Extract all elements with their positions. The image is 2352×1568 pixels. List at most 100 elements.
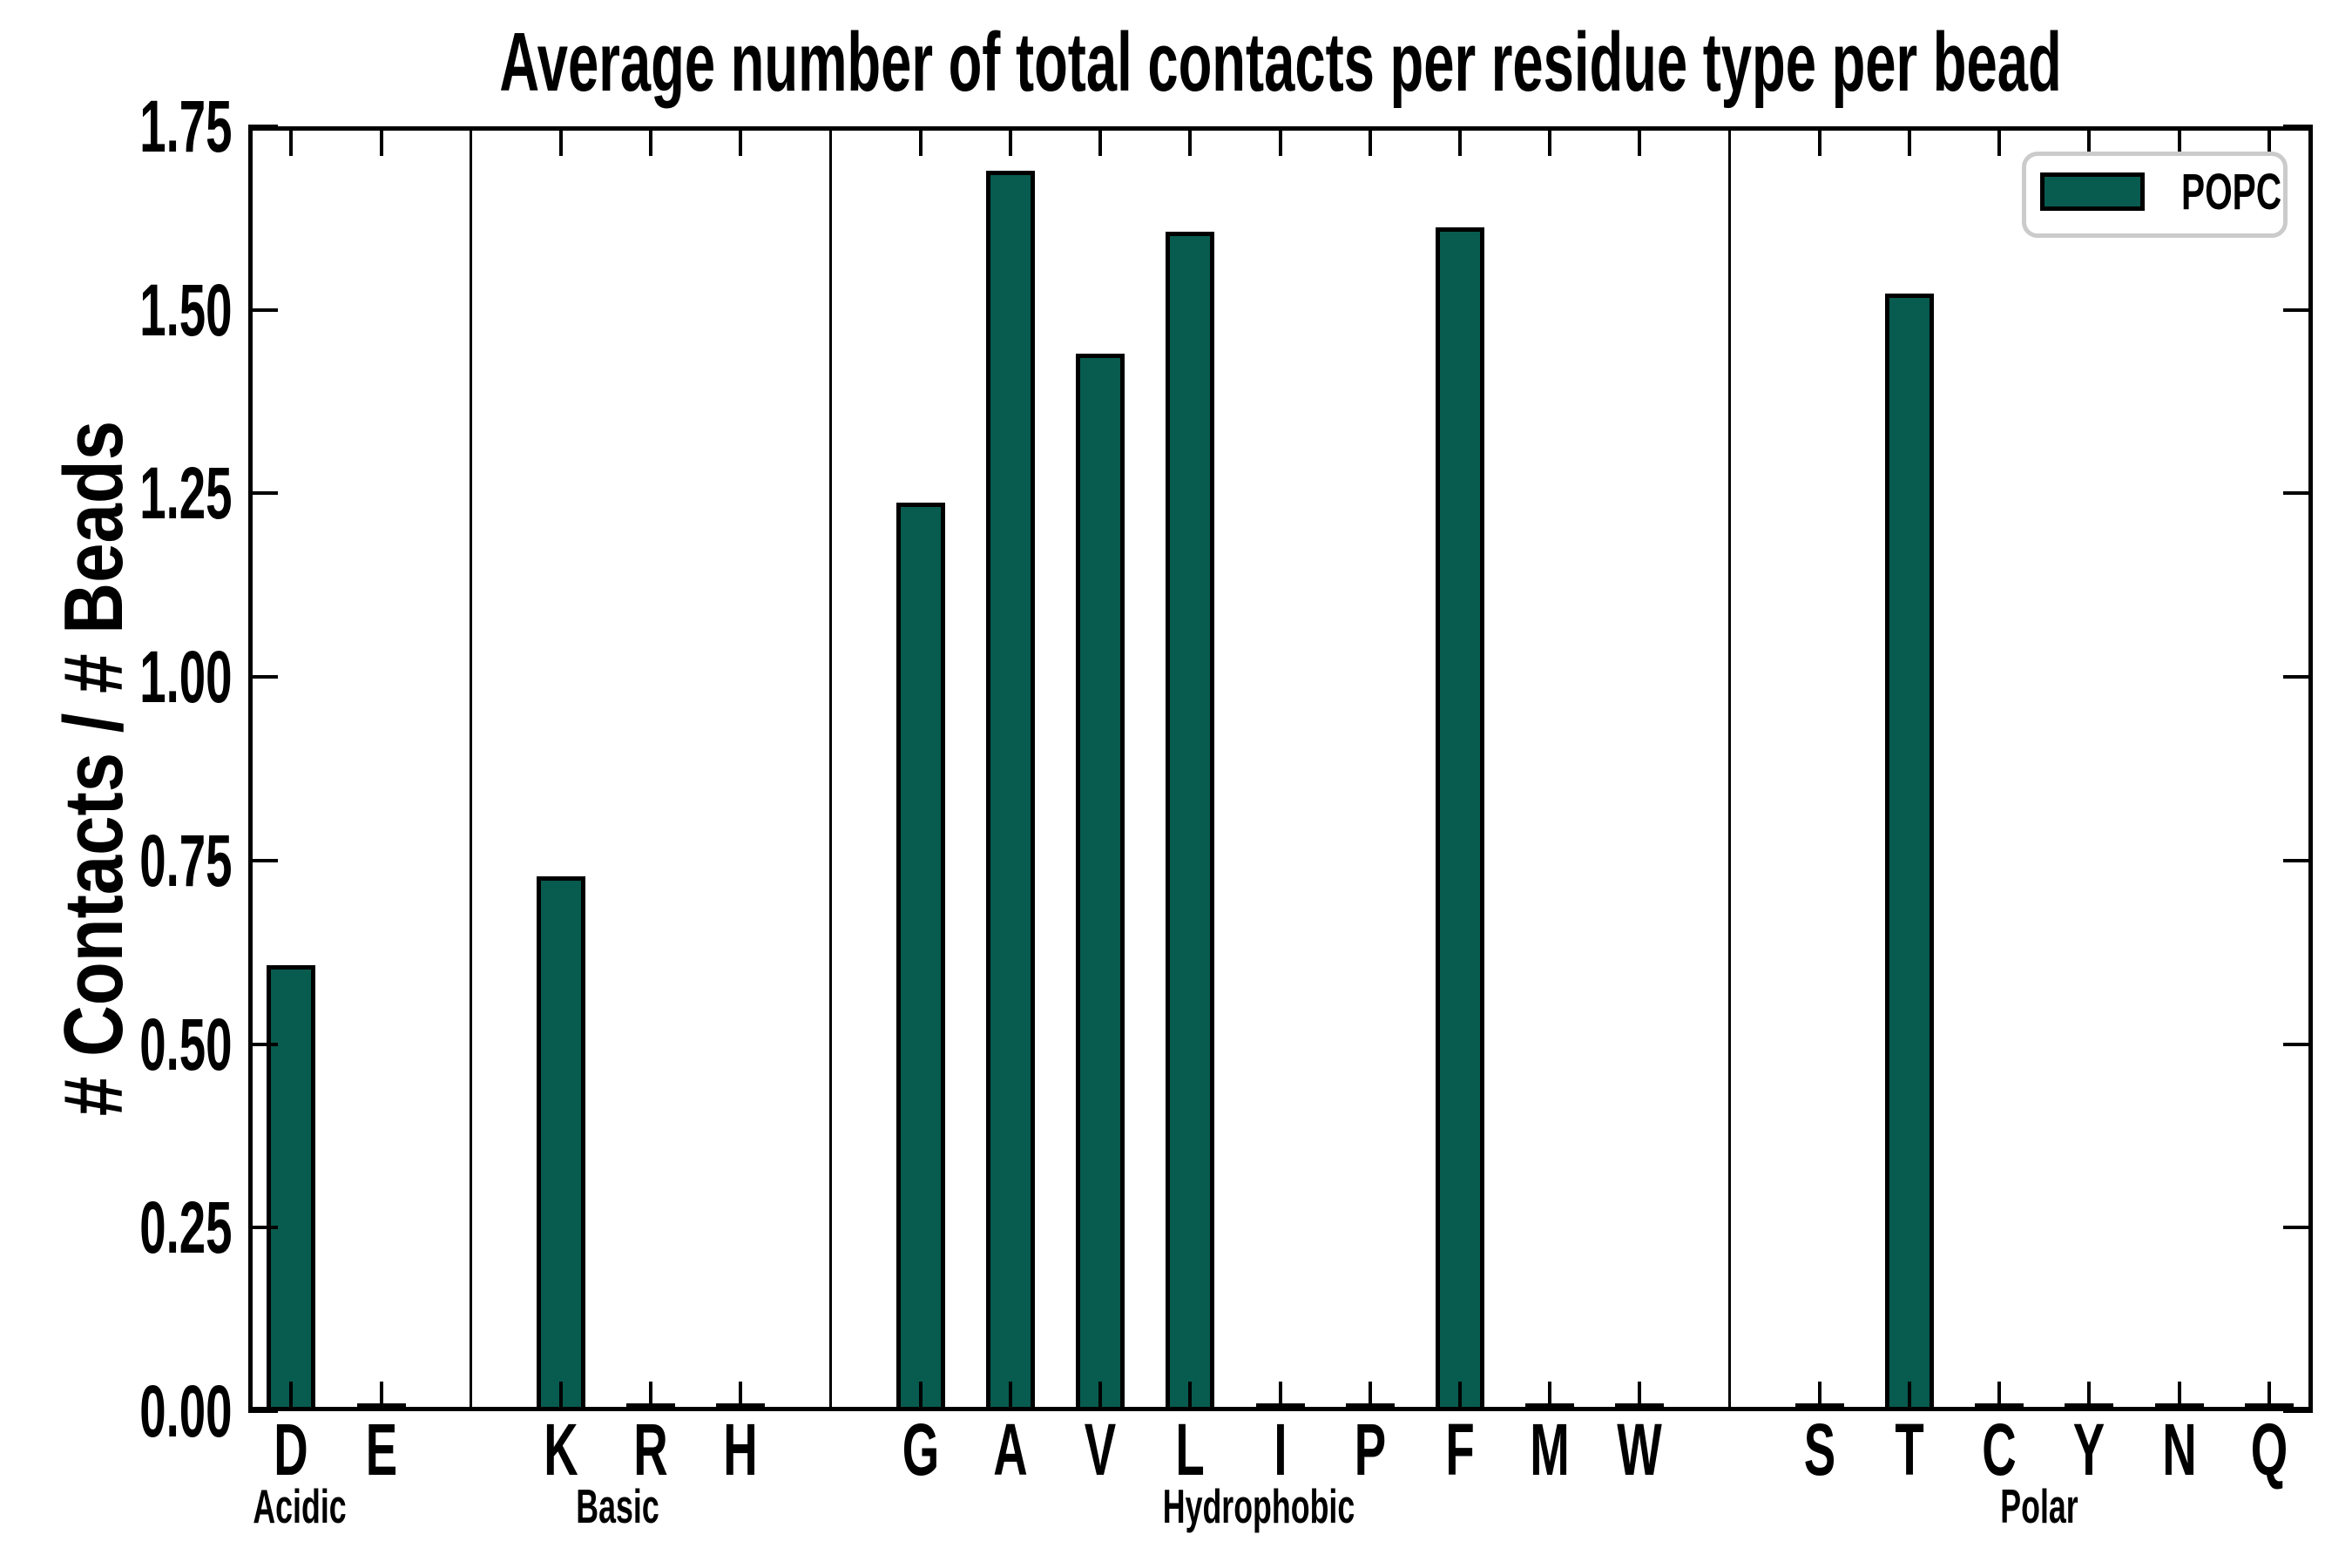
y-tick-label-0.00-text: 0.00 [139, 1370, 232, 1452]
group-divider [470, 126, 473, 1411]
group-label-hydrophobic: Hydrophobic [1111, 1483, 1406, 1531]
x-tick-bottom-L [1188, 1382, 1193, 1411]
y-tick-right [2283, 1042, 2313, 1046]
x-tick-top-A [1008, 126, 1012, 156]
x-label-Q-text: Q [2250, 1409, 2288, 1490]
x-label-H: H [714, 1413, 767, 1486]
y-tick-label-1.50: 1.50 [0, 274, 232, 347]
group-divider [1728, 126, 1731, 1411]
y-tick-label-0.25-text: 0.25 [139, 1186, 232, 1269]
y-tick-left [248, 308, 278, 312]
x-label-R-text: R [633, 1409, 668, 1490]
group-label-basic-text: Basic [576, 1479, 659, 1533]
x-label-Q: Q [2240, 1413, 2297, 1486]
group-divider [829, 126, 832, 1411]
x-label-F-text: F [1445, 1409, 1475, 1490]
x-tick-bottom-R [649, 1382, 653, 1411]
y-tick-label-1.25-text: 1.25 [139, 452, 232, 535]
x-tick-top-Y [2087, 126, 2092, 156]
x-tick-bottom-E [379, 1382, 383, 1411]
x-tick-bottom-I [1278, 1382, 1282, 1411]
y-tick-label-0.25: 0.25 [0, 1191, 232, 1264]
x-tick-top-F [1457, 126, 1462, 156]
bar-T [1884, 294, 1934, 1411]
x-tick-bottom-M [1548, 1382, 1552, 1411]
x-tick-top-L [1188, 126, 1193, 156]
x-tick-top-G [918, 126, 923, 156]
x-label-F: F [1437, 1413, 1482, 1486]
y-tick-label-1.50-text: 1.50 [139, 268, 232, 351]
x-tick-top-H [739, 126, 743, 156]
bar-V [1076, 354, 1125, 1411]
x-tick-bottom-P [1368, 1382, 1372, 1411]
group-label-acidic-text: Acidic [252, 1479, 347, 1533]
y-tick-label-1.00-text: 1.00 [139, 636, 232, 719]
x-tick-bottom-Q [2267, 1382, 2271, 1411]
x-tick-top-Q [2267, 126, 2271, 156]
x-tick-top-V [1098, 126, 1103, 156]
y-tick-right [2283, 858, 2313, 862]
x-label-S-text: S [1803, 1409, 1835, 1490]
x-label-V: V [1076, 1413, 1125, 1486]
x-label-K: K [535, 1413, 588, 1486]
x-tick-top-I [1278, 126, 1282, 156]
x-tick-bottom-N [2177, 1382, 2181, 1411]
x-label-T: T [1887, 1413, 1931, 1486]
x-label-L: L [1168, 1413, 1213, 1486]
x-tick-bottom-T [1907, 1382, 1911, 1411]
x-tick-top-W [1638, 126, 1642, 156]
x-label-W: W [1605, 1413, 1674, 1486]
y-tick-left [248, 1042, 278, 1046]
group-label-hydrophobic-text: Hydrophobic [1162, 1479, 1355, 1533]
y-tick-label-1.75-text: 1.75 [139, 85, 232, 167]
bar-K [536, 875, 585, 1411]
y-tick-right [2283, 491, 2313, 496]
bar-G [896, 502, 945, 1411]
x-label-M: M [1519, 1413, 1580, 1486]
group-label-basic: Basic [554, 1483, 682, 1531]
x-label-D-text: D [274, 1409, 309, 1490]
x-label-I: I [1270, 1413, 1290, 1486]
legend-entry: POPC [2181, 167, 2324, 218]
y-tick-label-0.50-text: 0.50 [139, 1003, 232, 1085]
y-tick-right [2283, 1409, 2313, 1413]
x-label-R: R [625, 1413, 678, 1486]
y-tick-left [248, 125, 278, 128]
axis-spine-right [2308, 126, 2313, 1411]
x-label-S: S [1795, 1413, 1844, 1486]
x-tick-top-K [558, 126, 563, 156]
x-tick-top-M [1548, 126, 1552, 156]
x-tick-bottom-W [1638, 1382, 1642, 1411]
group-label-polar: Polar [1979, 1483, 2099, 1531]
y-tick-label-1.25: 1.25 [0, 456, 232, 530]
x-tick-top-R [649, 126, 653, 156]
x-tick-top-T [1907, 126, 1911, 156]
x-tick-top-S [1817, 126, 1821, 156]
x-tick-top-C [1997, 126, 2002, 156]
x-label-Y: Y [2065, 1413, 2113, 1486]
y-tick-left [248, 1409, 278, 1413]
x-tick-bottom-C [1997, 1382, 2002, 1411]
x-tick-bottom-G [918, 1382, 923, 1411]
x-label-C-text: C [1982, 1409, 2017, 1490]
x-label-E-text: E [365, 1409, 397, 1490]
x-label-G-text: G [902, 1409, 939, 1490]
plot-area [248, 125, 2313, 1413]
y-tick-right [2283, 125, 2313, 128]
y-tick-left [248, 491, 278, 496]
y-tick-label-0.75: 0.75 [0, 824, 232, 897]
y-tick-left [248, 1226, 278, 1230]
x-label-T-text: T [1895, 1409, 1924, 1490]
x-tick-top-N [2177, 126, 2181, 156]
x-tick-bottom-F [1457, 1382, 1462, 1411]
y-tick-label-1.00: 1.00 [0, 640, 232, 713]
bar-D [267, 965, 316, 1411]
chart-title-text: Average number of total contacts per res… [499, 16, 2062, 109]
axis-spine-left [248, 126, 253, 1411]
y-tick-right [2283, 308, 2313, 312]
x-label-A-text: A [993, 1409, 1028, 1490]
y-tick-label-0.50: 0.50 [0, 1008, 232, 1081]
bar-A [985, 171, 1035, 1411]
x-label-I-text: I [1273, 1409, 1288, 1490]
